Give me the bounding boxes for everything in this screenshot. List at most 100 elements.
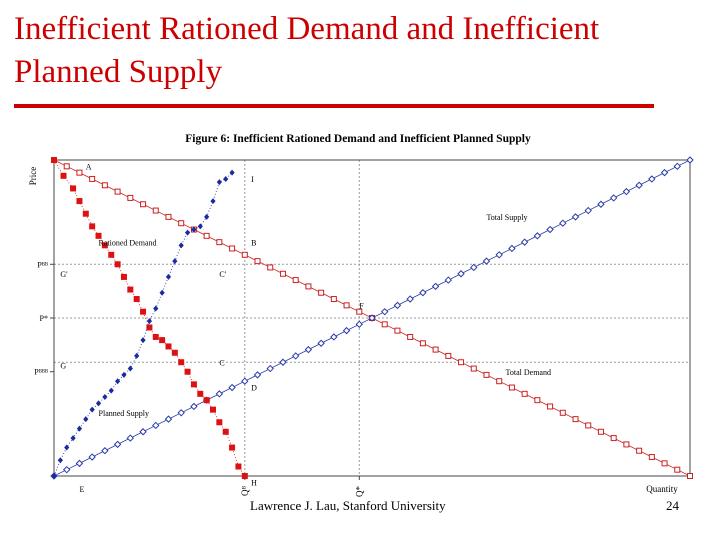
series-label-rationed-demand: Rationed Demand [99,238,157,247]
point-planned-supply-17 [159,289,165,296]
point-total-demand-35 [496,378,503,385]
point-rationed-demand-14 [146,324,153,331]
point-label-10: H [251,478,257,487]
point-total-demand-48 [661,460,668,467]
point-planned-supply-14 [140,337,146,344]
point-total-supply-6 [126,434,135,442]
point-total-supply-41 [571,213,580,221]
point-rationed-demand-3 [76,198,83,205]
point-total-demand-18 [279,270,286,277]
point-total-demand-49 [674,466,681,473]
point-total-demand-28 [407,333,414,340]
point-rationed-demand-29 [241,473,248,479]
point-planned-supply-0 [51,473,57,479]
point-total-supply-1 [63,465,71,474]
point-total-supply-48 [660,168,669,177]
point-total-supply-45 [622,187,631,196]
point-rationed-demand-12 [133,296,140,303]
point-label-7: C [219,358,224,367]
point-total-demand-37 [521,390,528,397]
point-total-demand-16 [254,258,261,265]
point-total-supply-9 [164,415,173,423]
point-total-demand-14 [229,245,236,252]
point-total-demand-3 [89,175,96,182]
point-total-supply-2 [75,459,84,468]
point-planned-supply-5 [83,416,89,423]
point-label-1: I [251,175,254,184]
point-planned-supply-1 [57,457,63,464]
point-planned-supply-18 [165,273,172,280]
point-total-supply-11 [190,402,198,411]
point-total-demand-13 [216,239,223,246]
point-total-supply-19 [291,352,300,360]
point-total-demand-32 [458,359,465,366]
point-planned-supply-26 [216,179,222,186]
point-total-supply-5 [113,440,122,449]
point-planned-supply-15 [146,318,152,325]
point-total-demand-39 [547,403,554,410]
chart-labels: A I B G' C' F G C D E H Total Supply Total Demand Rat… [60,162,551,493]
point-total-supply-10 [177,409,185,417]
point-planned-supply-20 [178,242,184,249]
point-rationed-demand-18 [171,349,178,356]
point-total-supply-29 [419,289,427,297]
point-planned-supply-2 [64,444,70,451]
point-total-supply-16 [253,371,262,379]
series-planned-supply [51,169,235,479]
y-tick-label-0: Pᴮᴮ [37,260,48,269]
point-total-demand-10 [178,220,185,227]
point-rationed-demand-7 [101,242,108,249]
point-planned-supply-22 [191,226,197,233]
point-rationed-demand-1 [60,172,67,179]
x-tick-label-0: Qᴮ [240,485,250,495]
point-total-demand-9 [165,213,172,220]
point-total-demand-33 [470,365,477,372]
point-total-demand-17 [267,264,274,271]
point-total-supply-47 [648,175,656,183]
point-total-supply-42 [584,206,592,215]
point-rationed-demand-23 [203,397,210,404]
point-total-supply-36 [508,244,516,253]
point-planned-supply-6 [89,406,95,413]
point-total-demand-21 [318,289,325,296]
point-total-demand-1 [63,163,70,170]
point-total-supply-34 [482,257,491,265]
point-total-supply-30 [431,282,440,291]
point-rationed-demand-28 [235,463,242,470]
point-planned-supply-28 [229,169,235,176]
point-total-supply-21 [317,339,325,347]
point-total-demand-30 [432,346,439,353]
point-total-supply-17 [266,364,274,373]
point-rationed-demand-11 [127,286,134,293]
point-total-demand-27 [394,327,401,334]
point-total-demand-38 [534,397,541,404]
point-rationed-demand-24 [210,406,216,413]
point-rationed-demand-13 [140,308,147,315]
point-total-demand-43 [597,428,604,435]
y-axis-label: Price [28,167,38,186]
point-total-demand-41 [572,416,579,423]
point-total-supply-22 [330,333,338,341]
point-label-0: A [86,162,92,171]
series-label-planned-supply: Planned Supply [99,409,149,418]
series-rationed-demand [51,157,248,479]
series-layer [50,156,694,480]
point-total-demand-8 [152,207,159,214]
point-total-demand-34 [483,371,490,378]
point-total-supply-40 [559,219,567,227]
point-total-supply-14 [228,383,236,392]
footer-text: Lawrence J. Lau, Stanford University [250,498,446,513]
point-planned-supply-12 [127,365,133,372]
point-total-demand-42 [585,422,592,429]
point-rationed-demand-2 [70,185,77,192]
point-planned-supply-27 [223,175,229,182]
point-total-demand-15 [241,251,248,258]
point-planned-supply-23 [197,223,203,230]
point-label-6: G [60,362,66,371]
point-total-supply-31 [444,276,453,284]
x-axis-label: Quantity [646,484,678,494]
point-total-demand-5 [114,188,121,195]
point-rationed-demand-27 [229,444,236,451]
point-total-supply-50 [686,156,694,164]
